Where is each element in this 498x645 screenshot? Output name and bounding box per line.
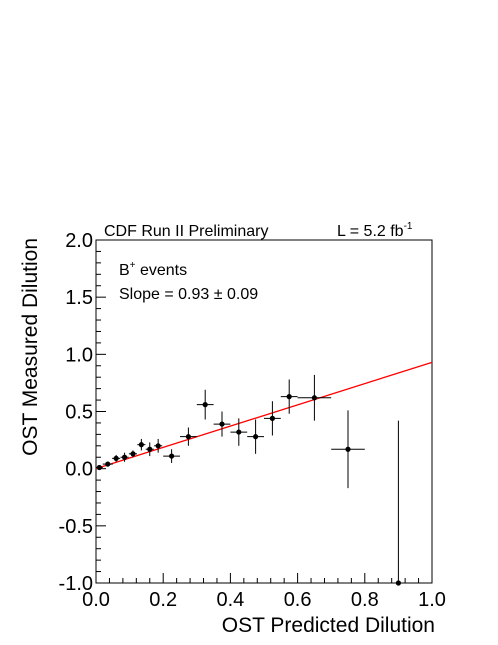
data-point [180, 427, 197, 446]
y-tick-label: 2.0 [65, 230, 93, 252]
point-marker [169, 453, 175, 459]
header-right-text: L = 5.2 fb [337, 223, 404, 240]
fit-line [95, 361, 433, 470]
point-marker [185, 434, 191, 440]
point-marker [286, 394, 292, 400]
point-marker [113, 455, 119, 461]
y-tick-label: 1.0 [65, 344, 93, 366]
point-marker [311, 395, 317, 401]
x-axis-title: OST Predicted Dilution [222, 614, 435, 637]
axes [95, 239, 433, 584]
fit-line-group [95, 361, 433, 470]
legend-line1: B+ events [119, 260, 187, 279]
point-marker [395, 580, 401, 586]
data-point [247, 419, 264, 454]
header-right-sup: -1 [404, 221, 413, 232]
point-marker [219, 421, 225, 427]
y-tick-label: 0.5 [65, 402, 93, 424]
data-point [96, 464, 103, 471]
point-marker [345, 446, 351, 452]
legend-line1-sup: + [130, 260, 136, 271]
header-right: L = 5.2 fb-1 [337, 221, 413, 240]
y-tick-label: 0.0 [65, 459, 93, 481]
data-point [112, 454, 121, 462]
x-tick-label: 0.0 [82, 589, 110, 611]
data-point [264, 401, 281, 436]
x-tick-label: 0.4 [216, 589, 244, 611]
data-point [145, 442, 154, 457]
data-point [163, 449, 180, 463]
y-tick-label: 1.5 [65, 287, 93, 309]
data-point [213, 411, 231, 437]
data-point [364, 420, 432, 586]
data-point [154, 438, 163, 453]
point-marker [121, 454, 128, 460]
point-marker [269, 415, 275, 421]
legend-line1-main: B [119, 262, 130, 279]
data-points [96, 374, 432, 586]
x-tick-label: 1.0 [418, 589, 446, 611]
legend-line2: Slope = 0.93 ± 0.09 [119, 286, 258, 303]
point-marker [96, 464, 102, 471]
data-point [196, 389, 214, 420]
y-tick-label: -0.5 [59, 516, 93, 538]
y-tick-label: -1.0 [59, 573, 93, 595]
data-point [280, 379, 298, 414]
data-point [128, 450, 137, 458]
point-marker [253, 434, 259, 440]
tick-labels: -1.0 -0.5 0.0 0.5 1.0 1.5 2.0 0.0 0.2 0.4 0.6 0.8 1.… [59, 230, 446, 611]
data-point [230, 418, 248, 446]
point-marker [138, 442, 144, 448]
point-marker [147, 446, 153, 452]
x-tick-label: 0.2 [149, 589, 177, 611]
data-point [102, 461, 113, 467]
point-marker [236, 429, 242, 435]
data-point [331, 410, 365, 489]
data-point [137, 438, 146, 451]
point-marker [105, 461, 111, 467]
data-point [297, 374, 332, 421]
data-point [120, 452, 129, 462]
point-marker [155, 443, 161, 449]
point-marker [130, 451, 136, 457]
y-axis-title: OST Measured Dilution [19, 238, 42, 456]
header-left: CDF Run II Preliminary [104, 223, 268, 240]
point-marker [202, 402, 208, 408]
legend-line1-rest: events [136, 262, 188, 279]
x-tick-label: 0.6 [284, 589, 312, 611]
x-tick-label: 0.8 [351, 589, 379, 611]
